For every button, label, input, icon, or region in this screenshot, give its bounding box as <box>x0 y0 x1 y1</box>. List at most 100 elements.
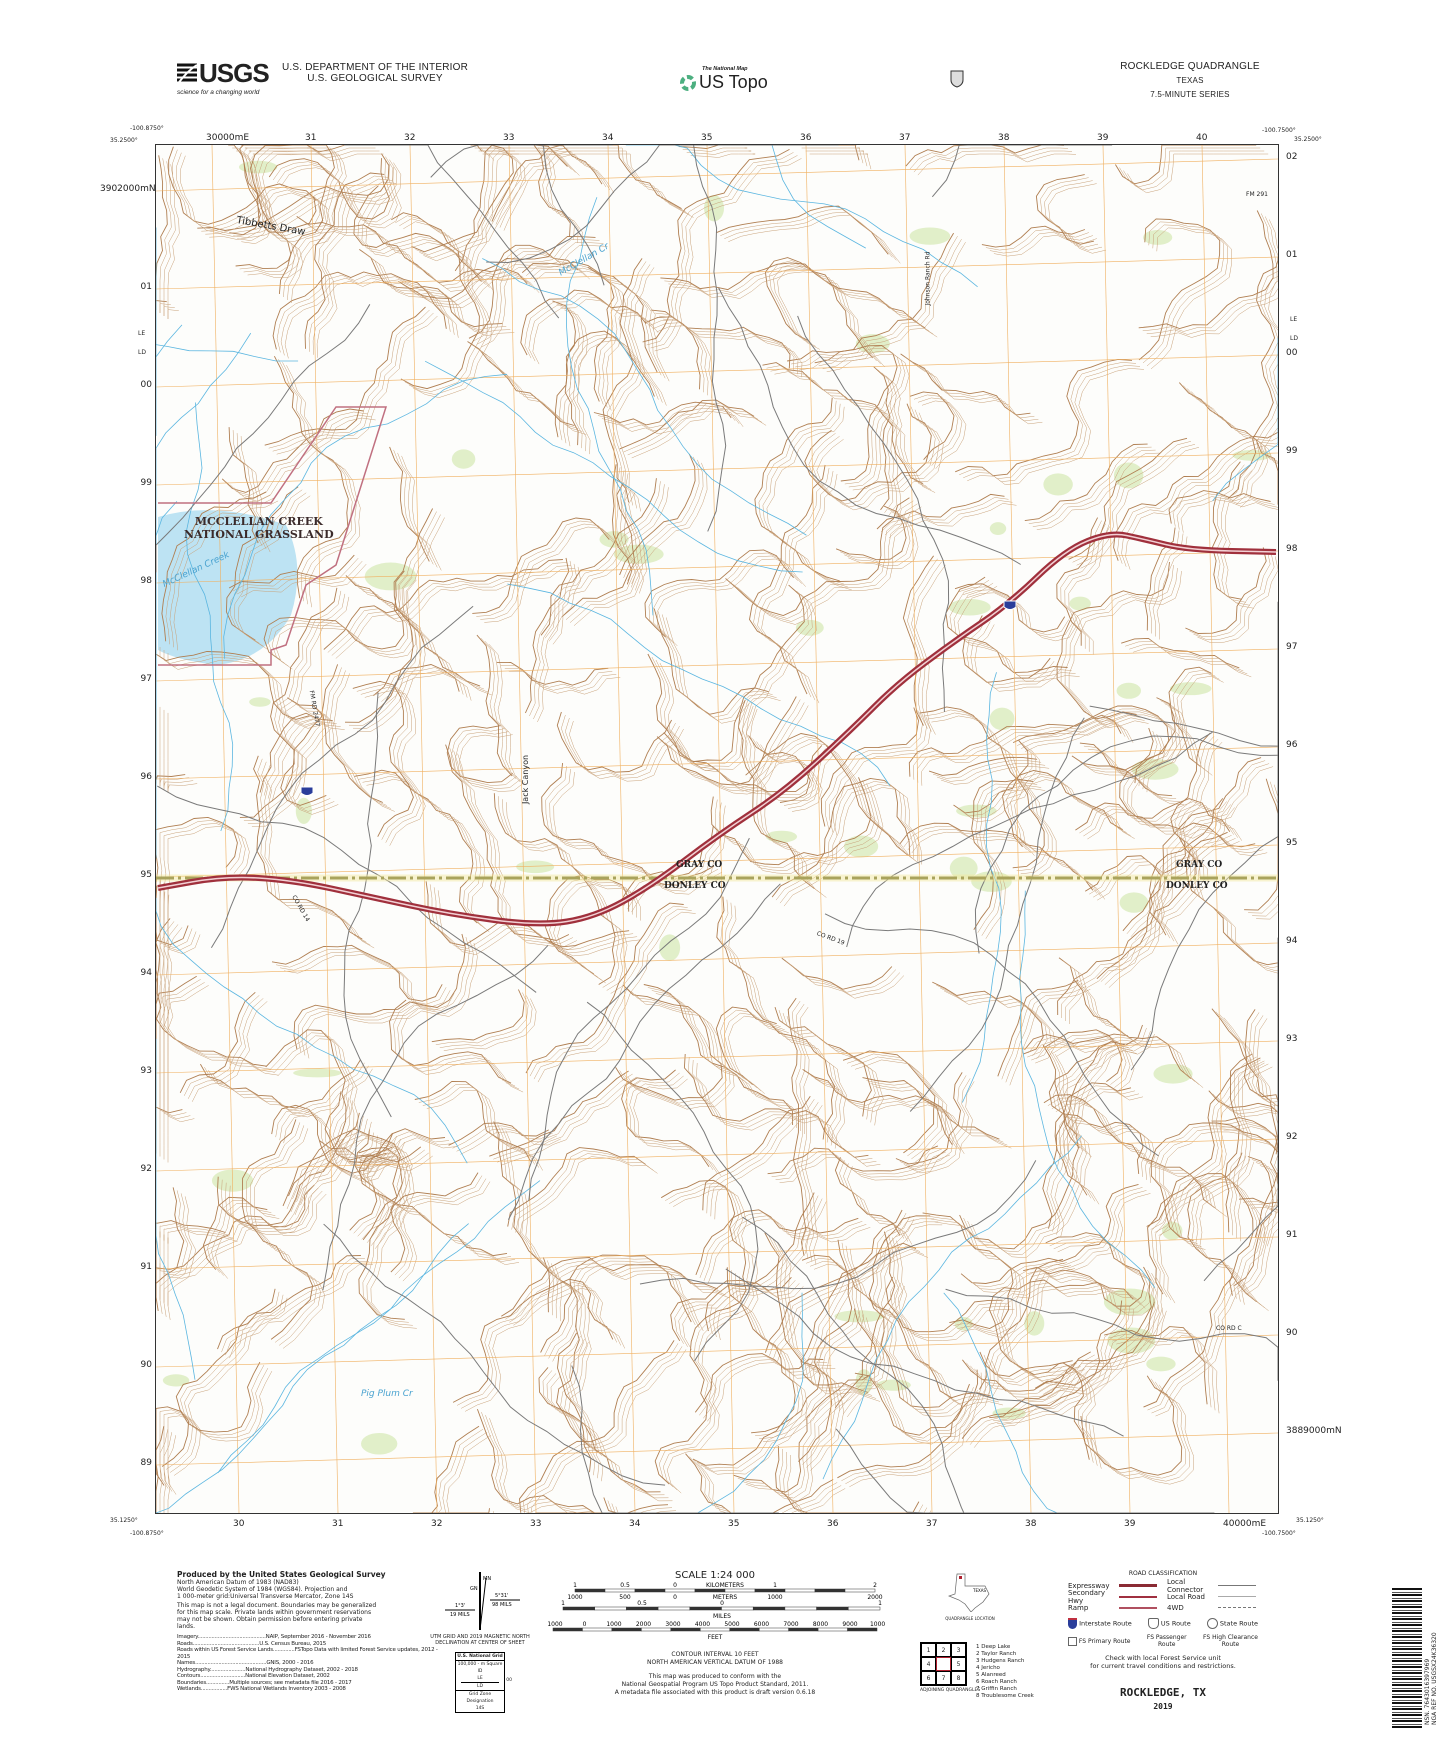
contour-line <box>989 231 1093 254</box>
northing-label-right: 01 <box>1286 250 1298 260</box>
contour-line <box>897 1285 1015 1341</box>
contour-line <box>664 265 930 332</box>
contour-line <box>1044 1029 1123 1082</box>
scale-segment <box>689 1606 722 1611</box>
contour-line <box>820 707 919 827</box>
easting-label-top: 38 <box>998 133 1010 143</box>
road <box>344 145 560 319</box>
easting-label-bottom: 34 <box>629 1519 641 1529</box>
contour-line <box>163 650 318 726</box>
contour-line <box>801 147 864 164</box>
contour-line <box>529 905 688 1077</box>
contour-line <box>606 261 647 506</box>
contour-line <box>961 1300 1123 1439</box>
contour-line <box>911 831 1106 900</box>
contour-line <box>903 1078 971 1171</box>
map-canvas[interactable] <box>156 145 1278 1513</box>
contour-line <box>476 520 614 617</box>
contour-line <box>1180 499 1278 533</box>
contour-line <box>625 1072 714 1170</box>
contour-line <box>781 957 893 990</box>
contour-line <box>1239 281 1278 508</box>
contour-line <box>668 268 934 335</box>
northing-grid-line <box>156 1040 1278 1074</box>
contour-line <box>1014 779 1135 856</box>
usgs-wordmark: USGS <box>199 58 270 88</box>
road <box>322 944 549 1291</box>
contour-line <box>1194 838 1278 971</box>
contour-line <box>885 1276 1003 1333</box>
easting-label-top: 34 <box>602 133 614 143</box>
legend-local-road: Local Road <box>1167 1591 1258 1602</box>
contour-line <box>167 1229 238 1306</box>
contour-line <box>619 453 696 576</box>
contour-line <box>799 354 910 491</box>
contour-line <box>783 1451 928 1513</box>
contour-line <box>1046 1047 1084 1152</box>
contour-line <box>669 1186 755 1316</box>
northing-grid-line <box>156 1334 1278 1368</box>
road <box>718 287 1021 565</box>
contour-line <box>454 145 507 272</box>
contour-line <box>753 739 916 862</box>
contour-line <box>945 576 1051 673</box>
contour-line <box>908 714 1122 777</box>
contour-line <box>888 503 1017 539</box>
road <box>846 731 1213 948</box>
contour-line <box>1039 1269 1156 1392</box>
contour-line <box>621 1069 710 1168</box>
contour-line <box>535 1504 669 1513</box>
vegetation-patch <box>1146 1356 1176 1372</box>
department-block: U.S. DEPARTMENT OF THE INTERIOR U.S. GEO… <box>282 62 468 84</box>
contour-line <box>1176 496 1278 530</box>
contour-line <box>393 1002 516 1087</box>
contour-line <box>272 271 447 350</box>
vegetation-patch <box>971 871 1012 892</box>
contour-line <box>724 211 897 261</box>
se-latitude: 35.1250° <box>1296 1517 1324 1524</box>
state-name: TEXAS <box>1176 76 1204 85</box>
contour-line <box>415 147 518 256</box>
contour-line <box>697 1462 846 1513</box>
contour-line <box>276 274 451 353</box>
contour-line <box>233 147 312 238</box>
contour-line <box>359 235 596 300</box>
contour-line <box>236 560 363 595</box>
contour-line <box>1252 784 1278 917</box>
contour-line <box>221 1115 364 1229</box>
contour-line <box>829 713 927 833</box>
contour-line <box>631 408 767 459</box>
contour-line <box>279 1111 395 1180</box>
usgs-wave-icon <box>177 63 197 85</box>
northing-label-right: 3889000mN <box>1286 1426 1342 1436</box>
scale-title: SCALE 1:24 000 <box>675 1570 755 1581</box>
contour-line <box>356 517 445 732</box>
contour-line <box>648 552 798 641</box>
contour-line <box>631 462 708 584</box>
contour-line <box>561 482 636 618</box>
contour-line <box>770 368 932 490</box>
northing-grid-line <box>156 256 1278 290</box>
contour-line <box>1121 442 1278 567</box>
contour-line <box>238 495 311 650</box>
contour-line <box>627 994 735 1110</box>
adjoining-name: 6 Roach Ranch <box>976 1679 1017 1685</box>
contour-line <box>1176 741 1223 883</box>
contour-line <box>525 902 684 1074</box>
contour-line <box>652 555 802 644</box>
scale-segment <box>604 1588 636 1593</box>
contour-line <box>1236 1062 1265 1242</box>
contour-line <box>845 1390 978 1485</box>
contour-line <box>1053 1027 1148 1177</box>
easting-grid-line <box>211 145 240 1513</box>
contour-line <box>403 221 492 398</box>
declination-caption: UTM GRID AND 2019 MAGNETIC NORTH DECLINA… <box>430 1634 530 1646</box>
contour-line <box>163 161 176 316</box>
contour-line <box>1168 490 1271 524</box>
contour-line <box>370 1181 491 1329</box>
topographic-map[interactable]: MCCLELLAN CREEK NATIONAL GRASSLAND McClel… <box>155 144 1279 1514</box>
contour-line <box>955 358 1133 477</box>
northing-label-left: 89 <box>140 1458 152 1468</box>
contour-line <box>707 1362 836 1422</box>
